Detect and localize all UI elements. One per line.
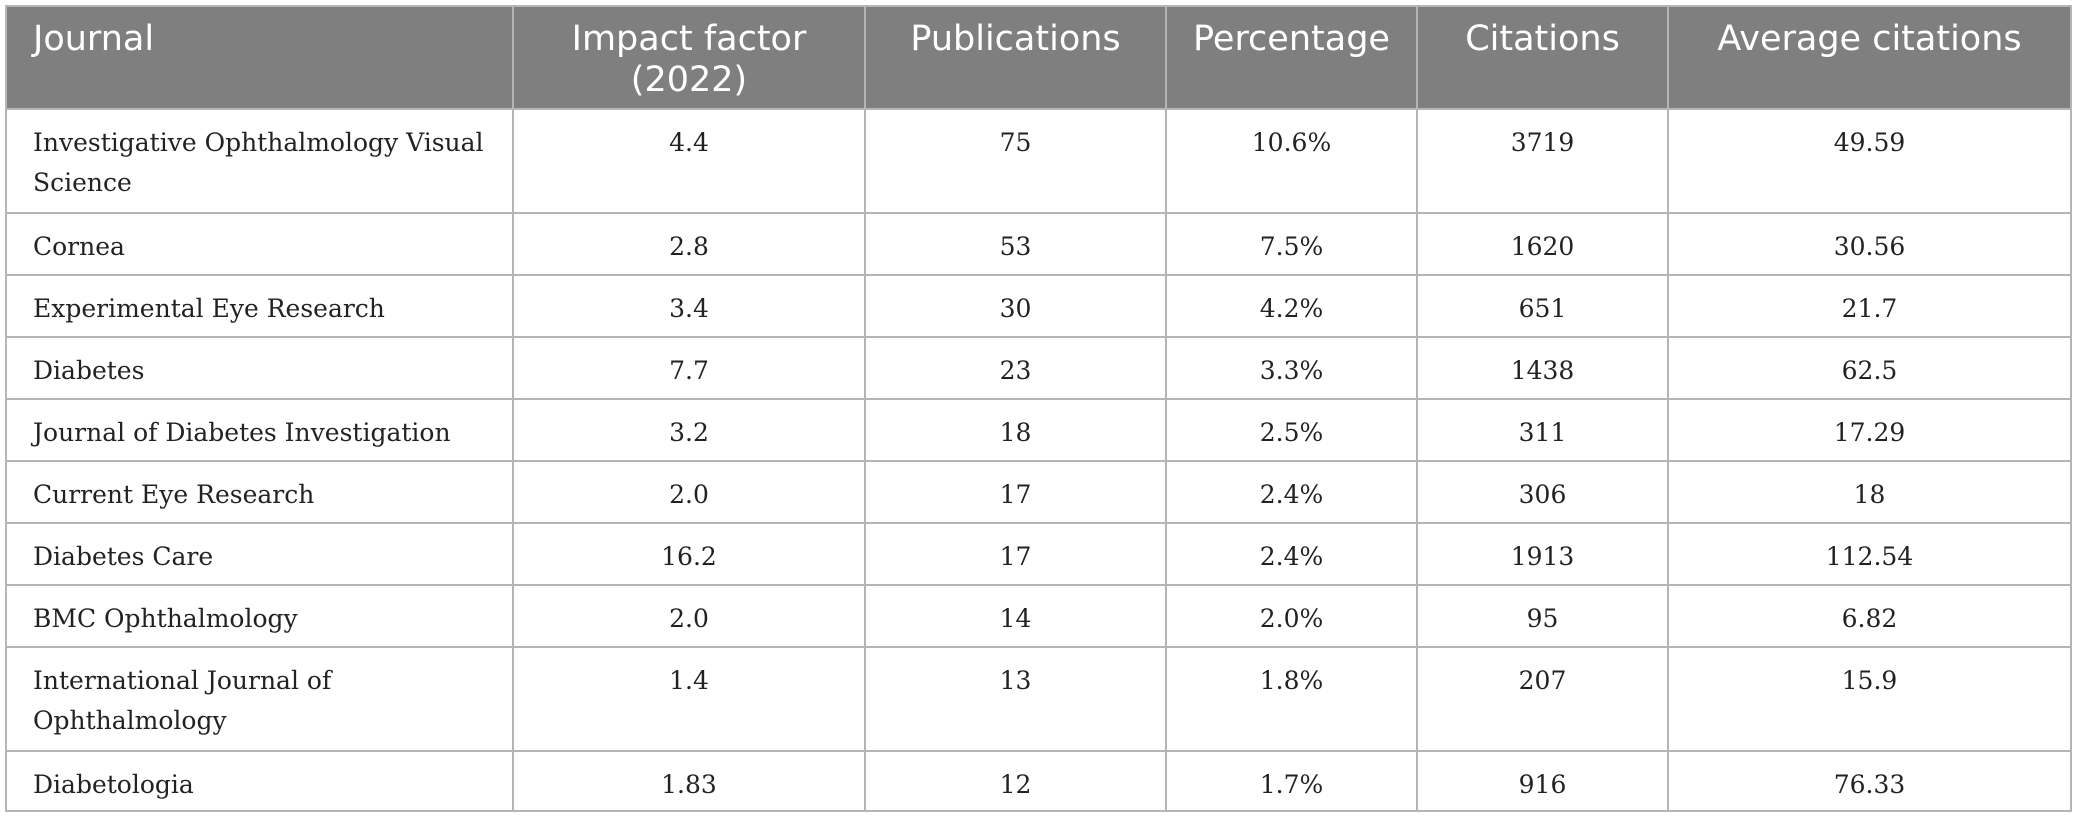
cell-average-citations: 18: [1667, 460, 2072, 524]
cell-citations: 207: [1416, 646, 1669, 752]
cell-percentage: 2.0%: [1165, 584, 1418, 648]
cell-average-citations: 21.7: [1667, 274, 2072, 338]
cell-journal: Cornea: [5, 212, 514, 276]
cell-impact-factor: 2.0: [512, 460, 866, 524]
cell-journal: Diabetes Care: [5, 522, 514, 586]
cell-average-citations: 30.56: [1667, 212, 2072, 276]
cell-average-citations: 49.59: [1667, 108, 2072, 214]
cell-publications: 13: [864, 646, 1167, 752]
header-impact-factor: Impact factor (2022): [512, 5, 866, 110]
header-citations: Citations: [1416, 5, 1669, 110]
cell-journal: Journal of Diabetes Investigation: [5, 398, 514, 462]
journals-table-container: Journal Impact factor (2022) Publication…: [5, 5, 2072, 812]
cell-average-citations: 15.9: [1667, 646, 2072, 752]
cell-impact-factor: 1.83: [512, 750, 866, 812]
cell-journal: Experimental Eye Research: [5, 274, 514, 338]
cell-average-citations: 6.82: [1667, 584, 2072, 648]
table-row: Current Eye Research 2.0 17 2.4% 306 18: [5, 460, 2072, 524]
cell-percentage: 3.3%: [1165, 336, 1418, 400]
cell-journal: Investigative Ophthalmology Visual Scien…: [5, 108, 514, 214]
cell-citations: 1438: [1416, 336, 1669, 400]
cell-publications: 53: [864, 212, 1167, 276]
cell-impact-factor: 3.2: [512, 398, 866, 462]
cell-average-citations: 112.54: [1667, 522, 2072, 586]
header-average-citations: Average citations: [1667, 5, 2072, 110]
cell-percentage: 4.2%: [1165, 274, 1418, 338]
cell-journal: Diabetes: [5, 336, 514, 400]
cell-publications: 12: [864, 750, 1167, 812]
cell-impact-factor: 1.4: [512, 646, 866, 752]
table-row: Investigative Ophthalmology Visual Scien…: [5, 108, 2072, 214]
cell-percentage: 10.6%: [1165, 108, 1418, 214]
cell-journal: Diabetologia: [5, 750, 514, 812]
cell-percentage: 2.5%: [1165, 398, 1418, 462]
header-publications: Publications: [864, 5, 1167, 110]
cell-impact-factor: 2.8: [512, 212, 866, 276]
cell-citations: 1620: [1416, 212, 1669, 276]
table-row: Journal of Diabetes Investigation 3.2 18…: [5, 398, 2072, 462]
table-row: Diabetologia 1.83 12 1.7% 916 76.33: [5, 750, 2072, 812]
cell-percentage: 2.4%: [1165, 460, 1418, 524]
cell-citations: 916: [1416, 750, 1669, 812]
table-body: Investigative Ophthalmology Visual Scien…: [5, 108, 2072, 812]
cell-journal: BMC Ophthalmology: [5, 584, 514, 648]
cell-percentage: 1.7%: [1165, 750, 1418, 812]
cell-average-citations: 76.33: [1667, 750, 2072, 812]
cell-citations: 306: [1416, 460, 1669, 524]
header-percentage: Percentage: [1165, 5, 1418, 110]
header-journal: Journal: [5, 5, 514, 110]
cell-percentage: 7.5%: [1165, 212, 1418, 276]
table-row: BMC Ophthalmology 2.0 14 2.0% 95 6.82: [5, 584, 2072, 648]
cell-average-citations: 62.5: [1667, 336, 2072, 400]
cell-impact-factor: 3.4: [512, 274, 866, 338]
cell-impact-factor: 7.7: [512, 336, 866, 400]
cell-citations: 651: [1416, 274, 1669, 338]
cell-publications: 75: [864, 108, 1167, 214]
cell-citations: 1913: [1416, 522, 1669, 586]
cell-percentage: 1.8%: [1165, 646, 1418, 752]
cell-citations: 95: [1416, 584, 1669, 648]
table-row: Diabetes 7.7 23 3.3% 1438 62.5: [5, 336, 2072, 400]
cell-percentage: 2.4%: [1165, 522, 1418, 586]
cell-publications: 30: [864, 274, 1167, 338]
cell-publications: 18: [864, 398, 1167, 462]
cell-publications: 14: [864, 584, 1167, 648]
header-row: Journal Impact factor (2022) Publication…: [5, 5, 2072, 110]
cell-publications: 23: [864, 336, 1167, 400]
cell-citations: 311: [1416, 398, 1669, 462]
table-header: Journal Impact factor (2022) Publication…: [5, 5, 2072, 110]
journals-table: Journal Impact factor (2022) Publication…: [5, 5, 2072, 812]
cell-average-citations: 17.29: [1667, 398, 2072, 462]
table-row: International Journal of Ophthalmology 1…: [5, 646, 2072, 752]
cell-impact-factor: 16.2: [512, 522, 866, 586]
cell-publications: 17: [864, 522, 1167, 586]
table-row: Experimental Eye Research 3.4 30 4.2% 65…: [5, 274, 2072, 338]
cell-journal: Current Eye Research: [5, 460, 514, 524]
cell-impact-factor: 2.0: [512, 584, 866, 648]
cell-publications: 17: [864, 460, 1167, 524]
table-row: Diabetes Care 16.2 17 2.4% 1913 112.54: [5, 522, 2072, 586]
cell-journal: International Journal of Ophthalmology: [5, 646, 514, 752]
cell-impact-factor: 4.4: [512, 108, 866, 214]
cell-citations: 3719: [1416, 108, 1669, 214]
table-row: Cornea 2.8 53 7.5% 1620 30.56: [5, 212, 2072, 276]
